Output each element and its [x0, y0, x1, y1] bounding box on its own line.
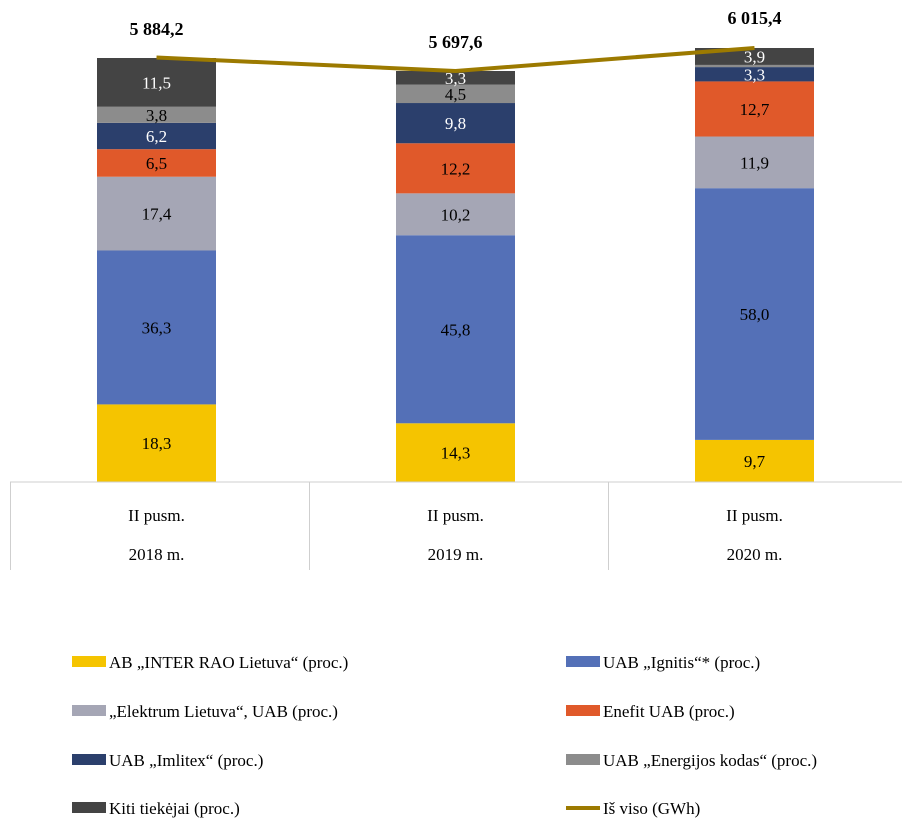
- legend-label: Kiti tiekėjai (proc.): [109, 799, 240, 818]
- segment-data-label: 6,5: [146, 154, 167, 173]
- category-tick-label: II pusm.: [427, 506, 484, 525]
- segment-data-label: 3,9: [744, 47, 765, 66]
- total-value-label: 6 015,4: [728, 8, 782, 28]
- bar-segment: [396, 103, 515, 144]
- segment-labels: 18,3 36,3 17,4 6,5 6,2 3,8 11,5 14,3 45,8 10,2 12,…: [142, 47, 770, 470]
- bar-segment: [396, 423, 515, 482]
- total-line-layer: 5 884,2 5 697,6 6 015,4: [130, 8, 782, 74]
- category-axis: II pusm. 2018 m. II pusm. 2019 m. II pusm. 20…: [10, 481, 902, 570]
- bar-segment: [695, 64, 814, 68]
- bar-segment: [396, 84, 515, 104]
- total-line: [156, 46, 755, 74]
- legend-label: UAB „Energijos kodas“ (proc.): [603, 751, 817, 770]
- legend-label: Iš viso (GWh): [603, 799, 700, 818]
- bar-segment: [396, 71, 515, 85]
- bar-segment: [97, 122, 216, 150]
- bar-segment: [97, 404, 216, 482]
- legend: AB „INTER RAO Lietuva“ (proc.) UAB „Ignit…: [72, 653, 817, 818]
- bar-segment: [97, 149, 216, 177]
- segment-data-label: 14,3: [441, 444, 471, 463]
- bar-segment: [695, 136, 814, 189]
- category-tick-label: 2019 m.: [428, 545, 484, 564]
- bar-segment: [695, 67, 814, 82]
- legend-swatch: [566, 754, 600, 765]
- segment-data-label: 12,2: [441, 159, 471, 178]
- legend-swatch: [566, 705, 600, 716]
- legend-swatch: [72, 754, 106, 765]
- segment-data-label: 11,9: [740, 153, 769, 172]
- bar-segment: [695, 81, 814, 137]
- bar-segment: [396, 235, 515, 424]
- bar-segment: [97, 176, 216, 251]
- category-tick-label: 2020 m.: [727, 545, 783, 564]
- legend-label: „Elektrum Lietuva“, UAB (proc.): [109, 702, 338, 721]
- legend-label: UAB „Imlitex“ (proc.): [109, 751, 263, 770]
- category-tick-label: 2018 m.: [129, 545, 185, 564]
- legend-swatch: [566, 656, 600, 667]
- segment-data-label: 36,3: [142, 318, 172, 337]
- legend-swatch: [72, 656, 106, 667]
- segment-data-label: 18,3: [142, 434, 172, 453]
- segment-data-label: 9,8: [445, 114, 466, 133]
- segment-data-label: 9,7: [744, 452, 766, 471]
- segment-data-label: 3,3: [744, 65, 765, 84]
- bar-segment: [396, 143, 515, 194]
- bar-segment: [97, 250, 216, 405]
- category-tick-label: II pusm.: [726, 506, 783, 525]
- bar-segment: [695, 439, 814, 482]
- segment-data-label: 10,2: [441, 205, 471, 224]
- segment-data-label: 4,5: [445, 85, 466, 104]
- segment-data-label: 58,0: [740, 305, 770, 324]
- bar-segments: [97, 48, 814, 482]
- category-tick-label: II pusm.: [128, 506, 185, 525]
- bar-segment: [97, 58, 216, 107]
- total-value-label: 5 884,2: [130, 19, 184, 39]
- legend-swatch: [72, 705, 106, 716]
- segment-data-label: 6,2: [146, 127, 167, 146]
- legend-label: UAB „Ignitis“* (proc.): [603, 653, 760, 672]
- segment-data-label: 12,7: [740, 100, 770, 119]
- total-value-label: 5 697,6: [429, 32, 483, 52]
- bar-segment: [695, 188, 814, 440]
- segment-data-label: 3,3: [445, 69, 466, 88]
- bar-segment: [97, 106, 216, 123]
- segment-data-label: 3,8: [146, 106, 167, 125]
- legend-label: AB „INTER RAO Lietuva“ (proc.): [109, 653, 348, 672]
- segment-data-label: 45,8: [441, 320, 471, 339]
- segment-data-label: 17,4: [142, 205, 172, 224]
- legend-label: Enefit UAB (proc.): [603, 702, 735, 721]
- segment-data-label: 11,5: [142, 73, 171, 92]
- legend-swatch: [72, 802, 106, 813]
- bar-segment: [396, 193, 515, 236]
